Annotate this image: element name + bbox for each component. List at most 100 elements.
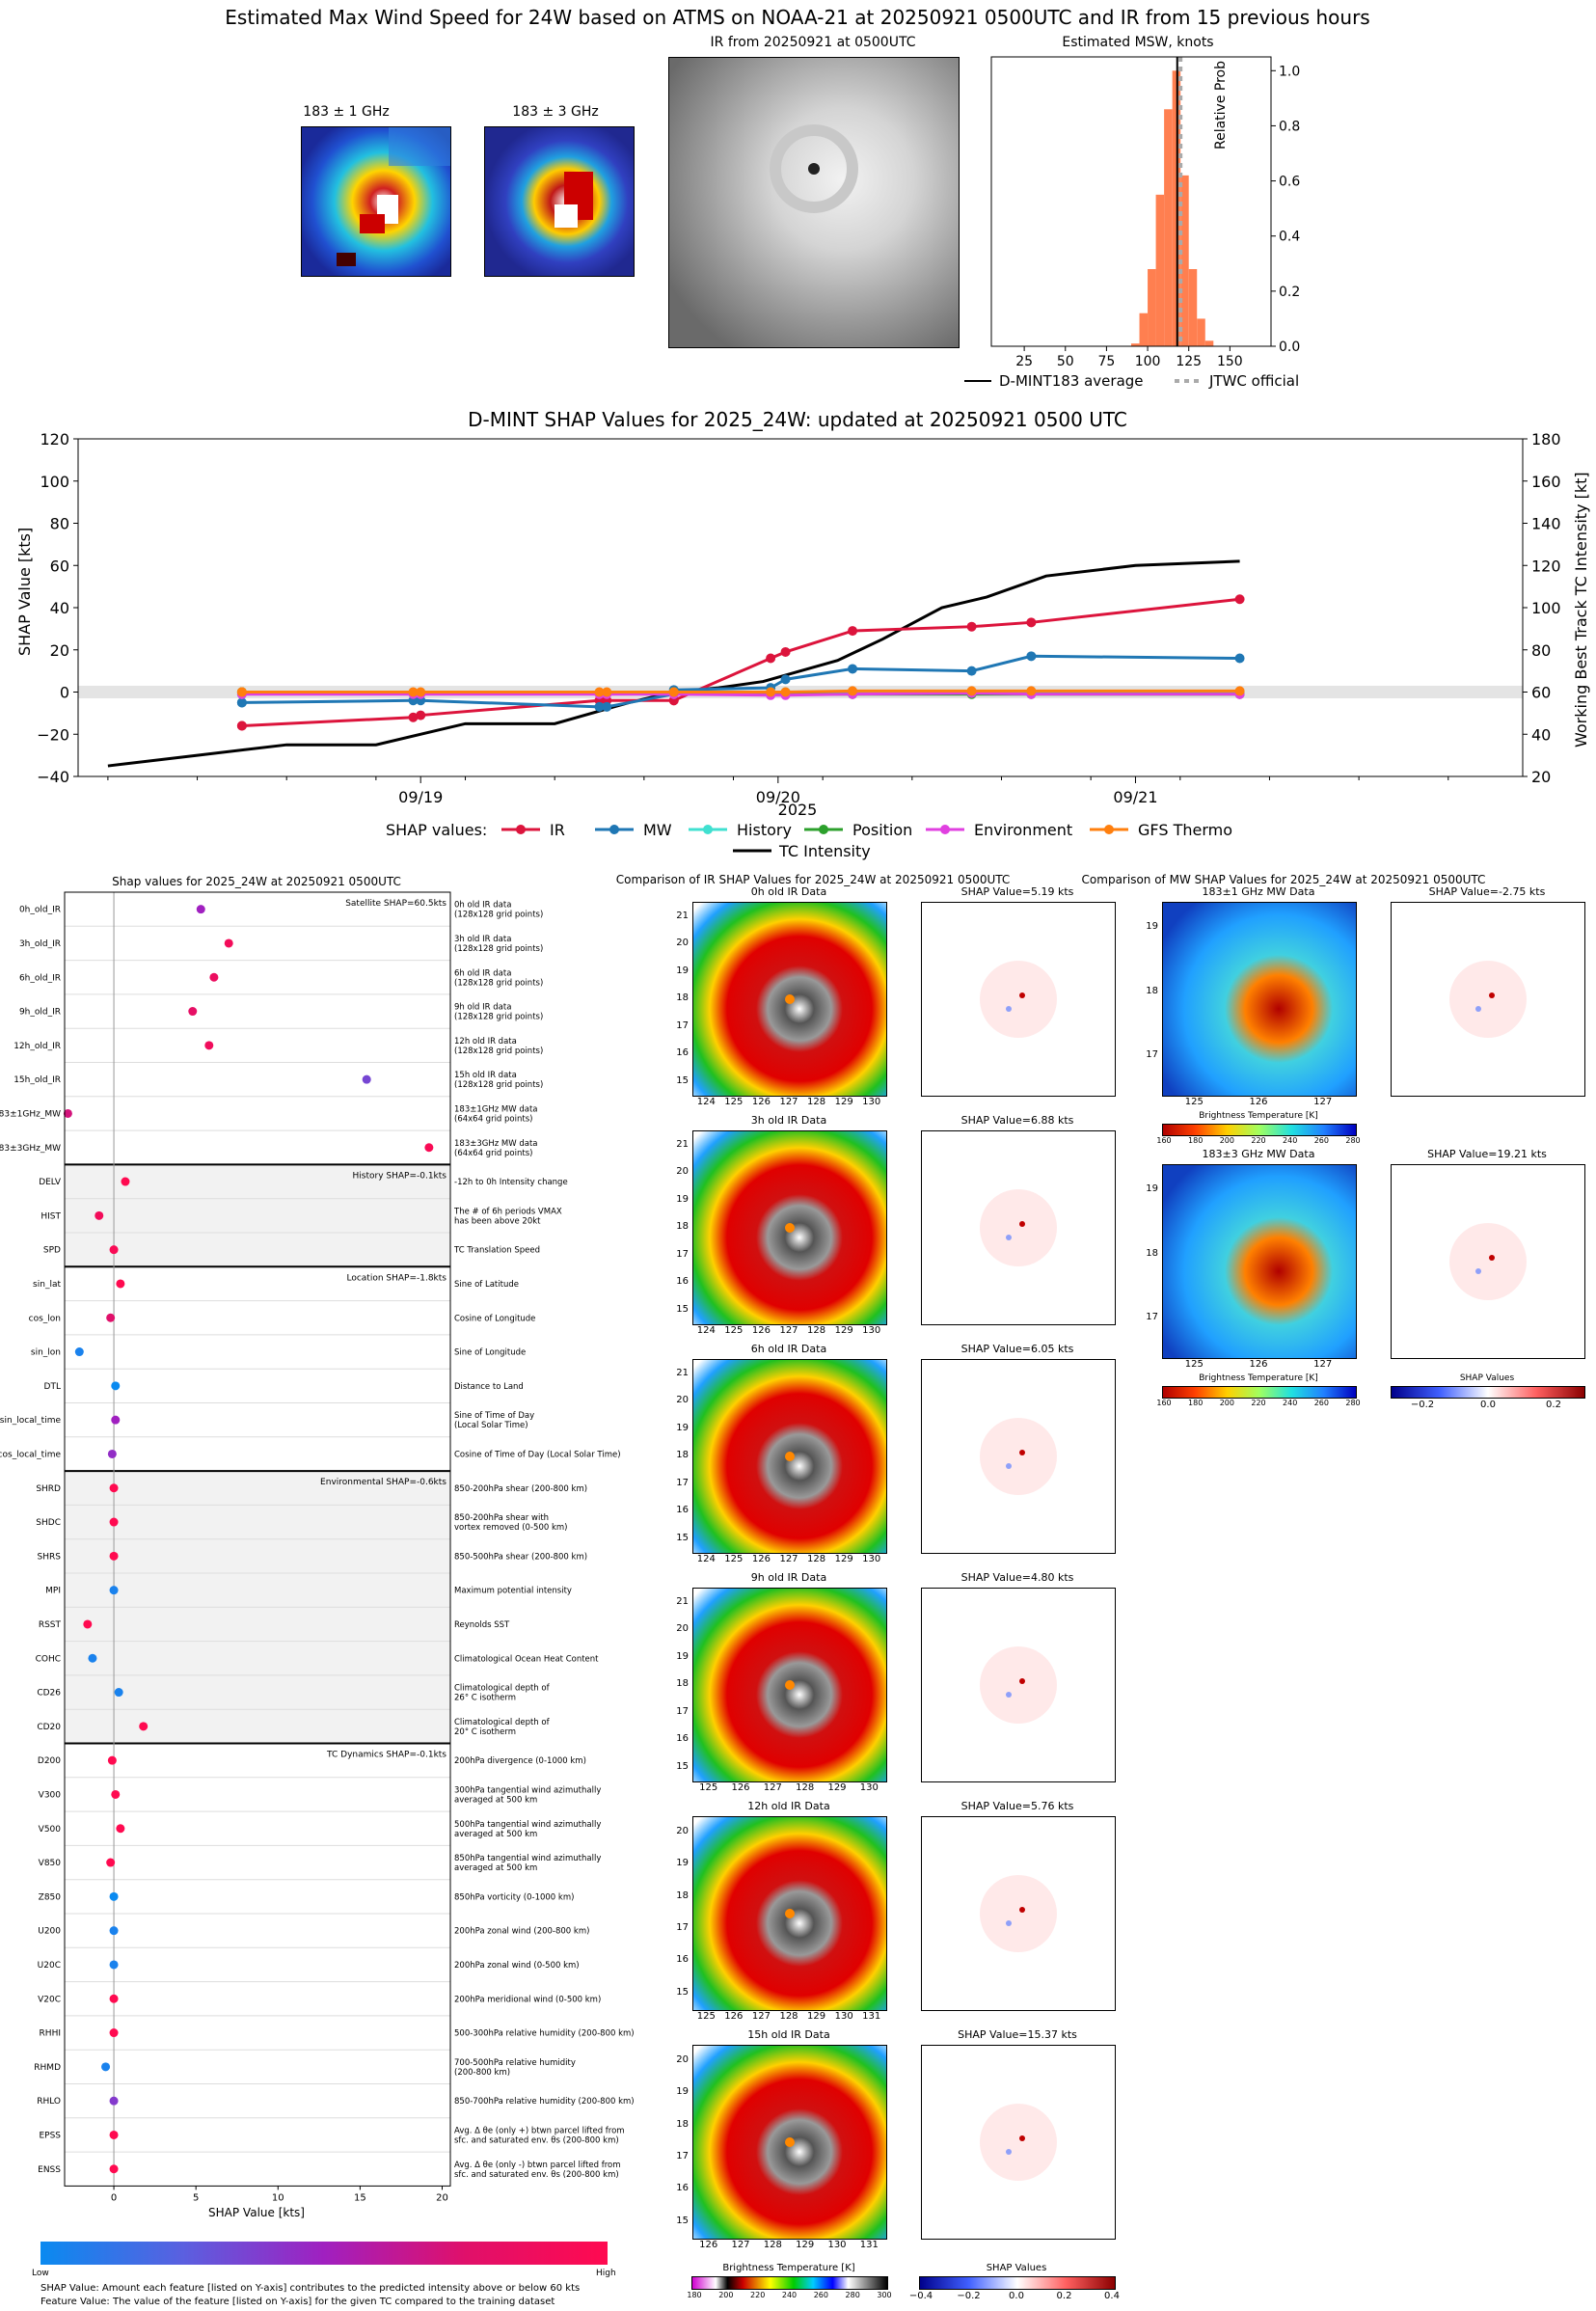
feature-dot xyxy=(109,1960,119,1970)
series-point-ir xyxy=(416,710,426,720)
feature-dot xyxy=(109,1245,119,1255)
ir-ytick-label: 17 xyxy=(676,1248,689,1260)
legend-jtwc-label: JTWC official xyxy=(1208,372,1299,390)
feature-dot xyxy=(109,1551,119,1561)
ir-shap-cb-tick: 0.4 xyxy=(1104,2291,1120,2301)
ir-xtick-label: 126 xyxy=(724,2011,744,2022)
feature-name: SHRS xyxy=(38,1552,62,1562)
footnote-1: SHAP Value: Amount each feature [listed … xyxy=(41,2283,581,2294)
mw3-image-graphic xyxy=(485,127,634,276)
feature-name: SHDC xyxy=(36,1518,61,1528)
mw-cb-tick: 240 xyxy=(1283,1136,1298,1145)
feature-name: cos_lon xyxy=(29,1314,61,1323)
line-xtick-label: 09/20 xyxy=(756,788,800,806)
legend-prefix: SHAP values: xyxy=(386,821,487,839)
hist-bar xyxy=(1148,269,1156,346)
feature-dot xyxy=(121,1177,130,1186)
line-ytick-label: 40 xyxy=(50,599,69,617)
line-ylabel: SHAP Value [kts] xyxy=(15,527,34,656)
feature-desc: has been above 20kt xyxy=(454,1216,541,1226)
ir-ytick-label: 18 xyxy=(676,992,689,1004)
ir-xtick-label: 124 xyxy=(696,1097,716,1107)
mw3-image xyxy=(484,126,635,277)
feature-name: 183±3GHz_MW xyxy=(0,1144,61,1154)
line-ytick-label: 60 xyxy=(50,557,69,575)
ir-ytick-label: 16 xyxy=(676,1733,689,1745)
feature-name: D200 xyxy=(38,1756,61,1766)
ir-xtick-label: 127 xyxy=(731,2240,750,2250)
line-ytick-label: 0 xyxy=(60,684,69,702)
series-point-gfs xyxy=(668,687,679,697)
ir-ytick-label: 17 xyxy=(676,2151,689,2161)
ir-shap-image xyxy=(921,1130,1116,1325)
ir-shap-cb-tick: −0.2 xyxy=(957,2291,981,2301)
series-point-gfs xyxy=(766,687,776,697)
feature-desc: 12h old IR data xyxy=(454,1037,517,1047)
feature-desc: 9h old IR data xyxy=(454,1003,511,1013)
hist-xtick-label: 25 xyxy=(1015,354,1033,369)
mw1-title: 183 ± 1 GHz xyxy=(303,104,390,120)
dot-xlabel: SHAP Value [kts] xyxy=(208,2206,305,2219)
ir-xtick-label: 127 xyxy=(779,1325,798,1336)
feature-dot xyxy=(109,2130,119,2139)
ir-shap-cb-label: SHAP Values xyxy=(986,2263,1047,2273)
series-point-ir xyxy=(236,720,247,731)
ir-xtick-label: 125 xyxy=(696,2011,716,2022)
feature-dot xyxy=(204,1041,214,1050)
ir-ytick-label: 15 xyxy=(676,1075,689,1086)
line-xtick-label: 09/21 xyxy=(1113,788,1157,806)
ir-ytick-label: 15 xyxy=(676,1533,689,1543)
feature-desc: Climatological Ocean Heat Content xyxy=(454,1654,599,1664)
feature-dot xyxy=(116,1824,125,1834)
hist-ytick-label: 0.8 xyxy=(1279,119,1300,134)
feature-dot xyxy=(139,1722,149,1731)
feature-name: 15h_old_IR xyxy=(14,1075,61,1085)
mw1-image xyxy=(301,126,451,277)
series-point-gfs xyxy=(1234,686,1245,696)
feature-dot xyxy=(109,1517,119,1527)
mw1-image-graphic xyxy=(302,127,450,276)
mw-shap-image xyxy=(1391,902,1585,1097)
feature-name: RHHI xyxy=(40,2029,61,2039)
colorbar-low: Low xyxy=(32,2269,49,2278)
ir-xtick-label: 128 xyxy=(807,1554,826,1564)
ir-data-graphic xyxy=(693,1360,886,1553)
feature-dot xyxy=(107,1755,117,1765)
line-xtick-label: 09/19 xyxy=(398,788,443,806)
feature-desc: (128x128 grid points) xyxy=(454,978,543,988)
ir-xtick-label: 124 xyxy=(696,1554,716,1564)
ir-shap-image xyxy=(921,1359,1116,1554)
feature-desc: (64x64 grid points) xyxy=(454,1149,532,1158)
ir-xtick-label: 124 xyxy=(696,1325,716,1336)
ir-ytick-label: 18 xyxy=(676,1890,689,1901)
hist-bar xyxy=(1204,340,1214,346)
series-point-ir xyxy=(408,712,419,722)
ir-shap-cb-tick: −0.4 xyxy=(908,2291,933,2301)
feature-desc: -12h to 0h Intensity change xyxy=(454,1178,568,1187)
mw-brightness-colorbar xyxy=(1162,1386,1357,1399)
feature-name: sin_lat xyxy=(33,1280,61,1290)
hist-bar xyxy=(1155,194,1165,346)
legend-dmint-label: D-MINT183 average xyxy=(999,372,1144,390)
group-label: Satellite SHAP=60.5kts xyxy=(345,899,446,909)
feature-desc: Climatological depth of xyxy=(454,1684,551,1694)
series-line-gfs xyxy=(241,689,1240,693)
series-point-gfs xyxy=(408,687,419,697)
mw-xtick-label: 126 xyxy=(1249,1359,1268,1370)
feature-desc: (64x64 grid points) xyxy=(454,1114,532,1124)
feature-dot xyxy=(114,1688,123,1698)
ir-xtick-label: 129 xyxy=(834,1325,853,1336)
line-chart-title: D-MINT SHAP Values for 2025_24W: updated… xyxy=(468,408,1127,431)
feature-dot xyxy=(116,1279,125,1289)
ir-data-image xyxy=(692,902,887,1097)
histogram-chart: 25 50 75 100 125 150 0.0 0.2 0.4 0.6 0.8 1.0 D-MINT1… xyxy=(964,56,1300,390)
feature-name: 6h_old_IR xyxy=(19,973,61,983)
mw-xtick-label: 126 xyxy=(1249,1097,1268,1107)
feature-dot xyxy=(109,2096,119,2106)
ir-brightness-colorbar xyxy=(691,2276,888,2290)
feature-name: RHLO xyxy=(37,2097,61,2107)
mw-cb-tick: 200 xyxy=(1219,1399,1234,1407)
feature-desc: Distance to Land xyxy=(454,1382,524,1392)
dot-xtick-label: 15 xyxy=(354,2192,366,2203)
feature-desc: 850-700hPa relative humidity (200-800 km… xyxy=(454,2097,635,2107)
